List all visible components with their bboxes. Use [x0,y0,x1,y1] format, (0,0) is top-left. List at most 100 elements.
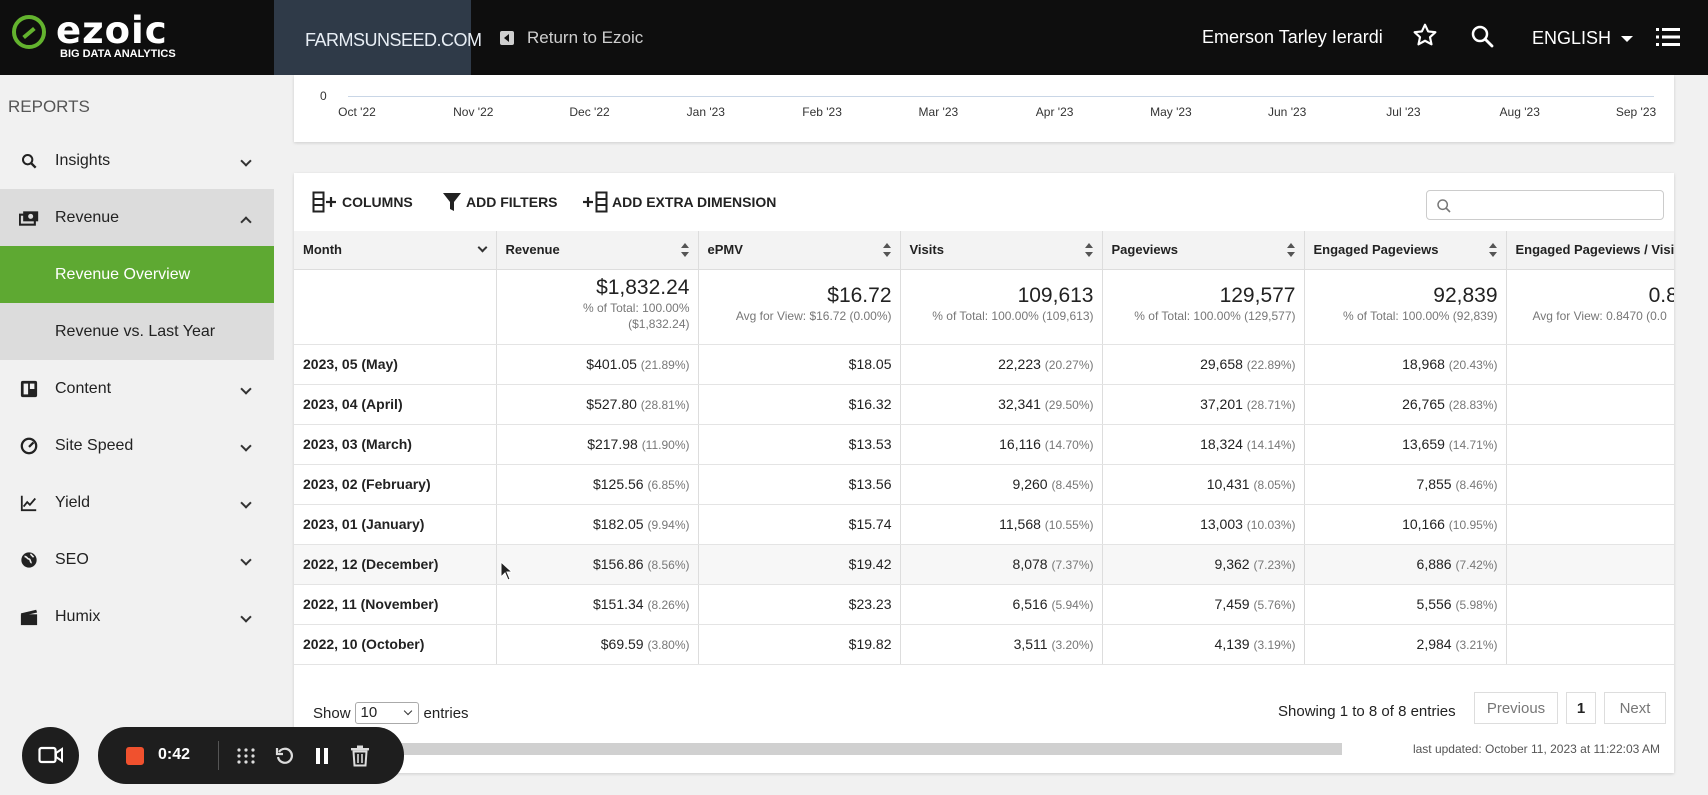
page-1-button[interactable]: 1 [1566,692,1596,724]
add-filters-button[interactable]: ADD FILTERS [442,190,558,214]
stop-recording-button[interactable] [126,747,144,765]
entries-select[interactable]: 10 [354,702,419,724]
cell-value: 26,765 [1402,396,1445,412]
cell-value: $13.56 [848,476,892,492]
cell-value: $401.05 [586,356,637,372]
return-link-label: Return to Ezoic [527,28,644,47]
return-to-ezoic-link[interactable]: Return to Ezoic [500,26,643,50]
column-header-epmv[interactable]: ePMV [698,231,901,270]
pageviews-cell: 29,658 (22.89%) [1102,344,1305,385]
table-row[interactable]: 2022, 11 (November) $151.34 (8.26%) $23.23… [294,584,1674,625]
engaged-pageviews-cell: 7,855 (8.46%) [1304,464,1507,505]
table-row[interactable]: 2022, 12 (December) $156.86 (8.56%) $19.42… [294,544,1674,585]
cell-value: 11,568 [999,516,1041,532]
language-select[interactable]: ENGLISH [1532,28,1634,49]
x-axis-tick-label: Apr '23 [1035,105,1074,119]
trash-icon[interactable] [350,745,370,767]
cell-percentage: (3.80%) [647,638,690,652]
engaged-per-visit-cell: 0.8 [1506,624,1674,665]
table-row[interactable]: 2023, 01 (January) $182.05 (9.94%) $15.74 1… [294,504,1674,545]
x-axis-tick-label: Sep '23 [1615,105,1657,119]
columns-button[interactable]: COLUMNS [312,190,413,214]
column-header-visits[interactable]: Visits [900,231,1103,270]
engaged-pageviews-cell: 13,659 (14.71%) [1304,424,1507,465]
visits-cell: 32,341 (29.50%) [900,384,1103,425]
table-row[interactable]: 2023, 04 (April) $527.80 (28.81%) $16.32 32… [294,384,1674,425]
caret-down-icon [1621,35,1634,42]
sort-icon [1084,243,1093,257]
visits-cell: 22,223 (20.27%) [900,344,1103,385]
cell-value: 22,223 [998,356,1041,372]
restart-icon[interactable] [275,746,295,766]
chevron-down-icon [240,383,252,395]
table-row[interactable]: 2022, 10 (October) $69.59 (3.80%) $19.82 3,… [294,624,1674,665]
clapperboard-icon [18,606,40,628]
table-search-input[interactable] [1426,190,1664,220]
cell-value: 3,511 [1013,636,1048,652]
cell-percentage: (28.71%) [1246,398,1296,412]
add-extra-dimension-button[interactable]: ADD EXTRA DIMENSION [582,190,776,214]
menu-icon[interactable] [1656,27,1680,47]
cell-value: 13,003 [1200,516,1243,532]
table-row[interactable]: 2023, 05 (May) $401.05 (21.89%) $18.05 22,2… [294,344,1674,385]
total-subtext: Avg for View: $16.72 (0.00%) [735,308,892,323]
cell-value: 13,659 [1402,436,1445,452]
column-header-revenue[interactable]: Revenue [496,231,699,270]
pageviews-cell: 13,003 (10.03%) [1102,504,1305,545]
chevron-down-icon [240,554,252,566]
cell-value: $151.34 [592,596,644,612]
column-header-engaged-per-visit[interactable]: Engaged Pageviews / Visi [1506,231,1674,270]
ezoic-logo[interactable]: ezoic BIG DATA ANALYTICS [12,9,260,63]
ezoic-logo-icon [12,15,46,49]
star-icon[interactable] [1412,22,1438,48]
sidebar-item-yield[interactable]: Yield [0,474,274,531]
sidebar-item-site-speed[interactable]: Site Speed [0,417,274,474]
sidebar-subitem-revenue-overview[interactable]: Revenue Overview [0,246,274,303]
previous-page-button[interactable]: Previous [1474,692,1558,724]
chevron-up-icon [240,216,252,228]
next-page-button[interactable]: Next [1604,692,1666,724]
total-value: $16.72 [827,283,892,307]
cell-percentage: (6.85%) [647,478,690,492]
sidebar-subitem-revenue-vs-last-year[interactable]: Revenue vs. Last Year [0,303,274,360]
entries-label: entries [423,704,469,722]
cell-percentage: (7.37%) [1051,558,1094,572]
table-scroll-area[interactable]: Month Revenue ePMV Visits Pageviews Enga… [294,231,1674,665]
cell-value: 6,886 [1416,556,1452,572]
camera-button[interactable] [22,727,79,784]
table-row[interactable]: 2023, 03 (March) $217.98 (11.90%) $13.53 16… [294,424,1674,465]
cell-value: 10,431 [1206,476,1250,492]
revenue-cell: $527.80 (28.81%) [496,384,699,425]
scrollbar-thumb[interactable] [294,743,1342,755]
site-tab[interactable]: FARMSUNSEED.COM [274,0,482,75]
cell-value: 18,324 [1200,436,1243,452]
cell-percentage: (28.83%) [1448,398,1498,412]
sidebar-item-label: Humix [55,607,101,625]
sidebar-item-label: Insights [55,151,111,169]
revenue-cell: $182.05 (9.94%) [496,504,699,545]
revenue-cell: $151.34 (8.26%) [496,584,699,625]
grid-dots-icon[interactable] [236,746,256,766]
x-axis-line [348,96,1654,97]
columns-icon [312,191,336,213]
cell-value: $156.86 [592,556,644,572]
sidebar-item-humix[interactable]: Humix [0,588,274,645]
horizontal-scrollbar[interactable] [294,743,1674,755]
sidebar-item-revenue[interactable]: Revenue [0,189,274,246]
sidebar-item-content[interactable]: Content [0,360,274,417]
sidebar-item-insights[interactable]: Insights [0,132,274,189]
column-header-engaged-pageviews[interactable]: Engaged Pageviews [1304,231,1507,270]
table-row[interactable]: 2023, 02 (February) $125.56 (6.85%) $13.56… [294,464,1674,505]
column-header-pageviews[interactable]: Pageviews [1102,231,1305,270]
pause-icon[interactable] [313,746,331,766]
pageviews-cell: 10,431 (8.05%) [1102,464,1305,505]
cell-percentage: (8.56%) [647,558,690,572]
column-header-month[interactable]: Month [294,231,497,270]
last-updated-text: last updated: October 11, 2023 at 11:22:… [1412,742,1660,756]
user-name[interactable]: Emerson Tarley Ierardi [1202,27,1383,47]
engaged-per-visit-cell: 0.8 [1506,464,1674,505]
sidebar-item-seo[interactable]: SEO [0,531,274,588]
search-icon[interactable] [1470,24,1494,48]
divider [218,741,219,770]
total-subtext: % of Total: 100.00% (92,839) [1342,308,1498,323]
